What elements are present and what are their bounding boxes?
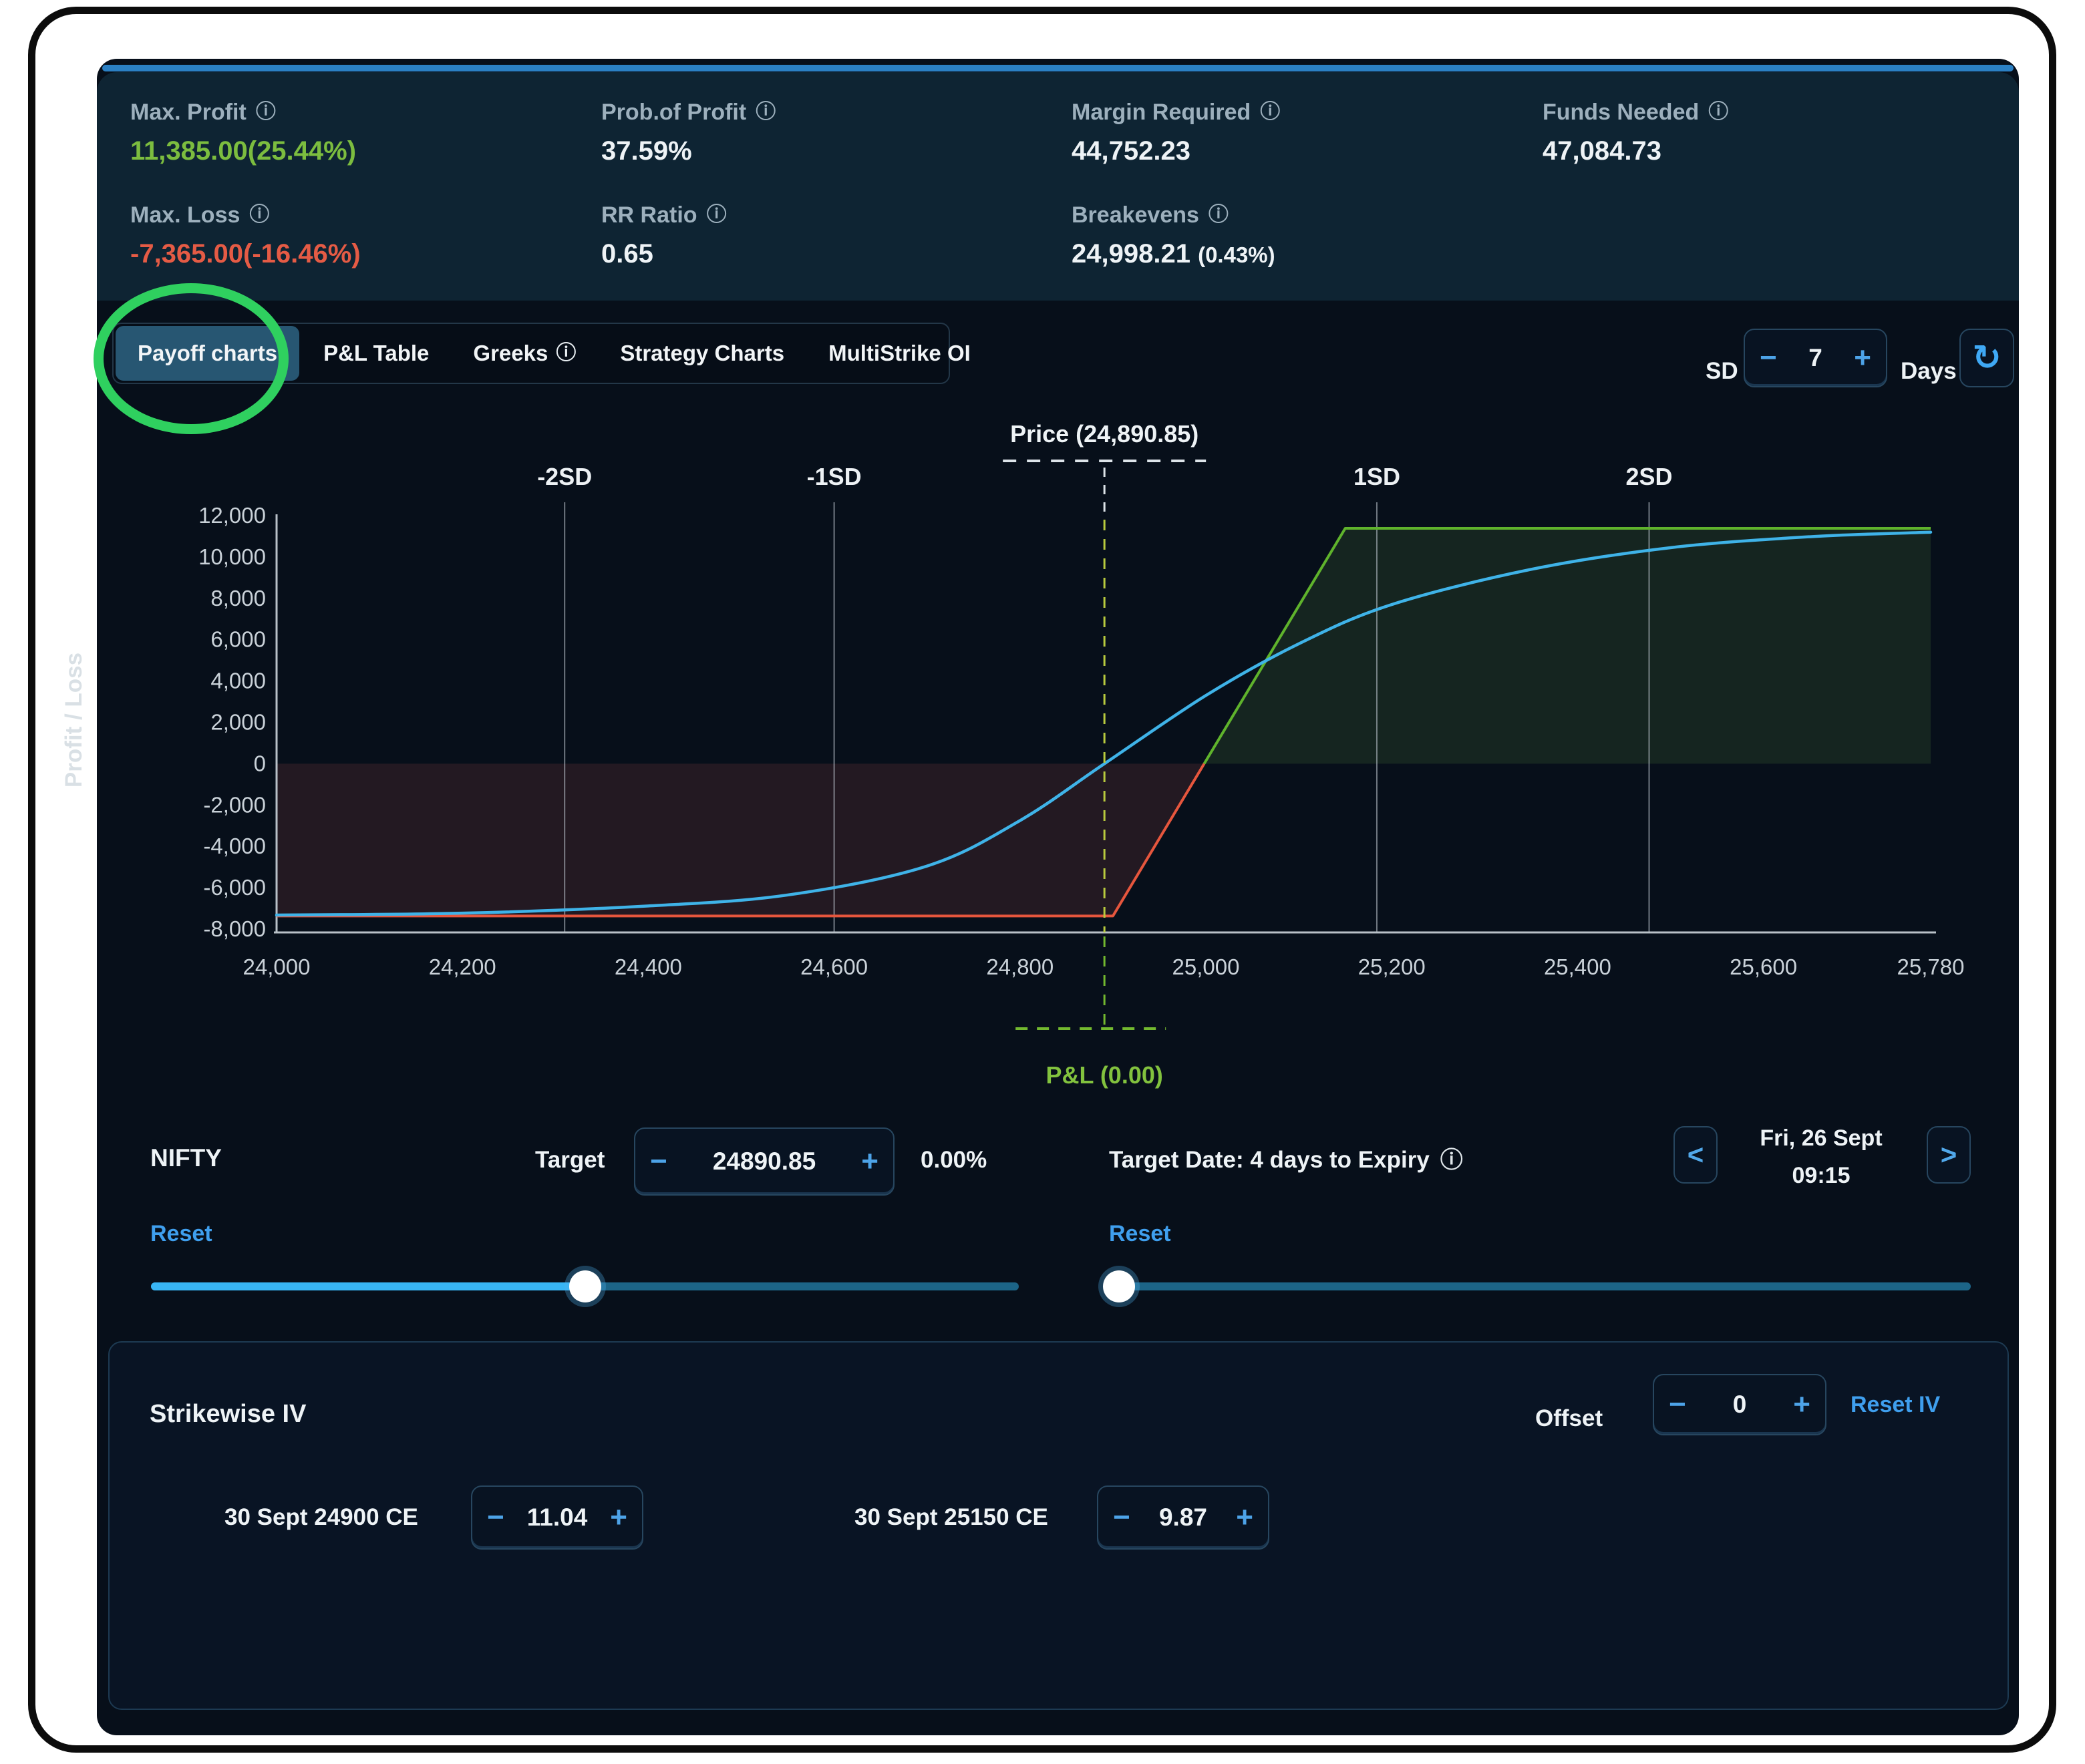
sd-plus-button[interactable]: + [1839,343,1886,373]
stat-label: Prob.of Profit [601,98,746,127]
refresh-icon: ↻ [1972,338,2001,378]
app-panel: Max. Profit ⓘ 11,385.00(25.44%) Prob.of P… [97,59,2019,1735]
target-date-label: Target Date: 4 days to Expiry [1109,1147,1430,1174]
target-value-input[interactable]: 24890.85 [713,1148,816,1176]
date-next-button[interactable]: > [1927,1126,1971,1184]
tab-pnl-table[interactable]: P&L Table [301,325,451,381]
iv-row-label: 30 Sept 24900 CE [224,1504,418,1531]
stat-prob-of-profit: Prob.of Profit ⓘ 37.59% [601,98,776,168]
stat-rr-ratio: RR Ratio ⓘ 0.65 [601,200,727,271]
sd-value[interactable]: 7 [1808,344,1822,372]
offset-minus-button[interactable]: − [1654,1390,1701,1419]
sd-minus-button[interactable]: − [1745,343,1792,373]
iv-plus-button[interactable]: + [1221,1503,1268,1532]
info-icon[interactable]: ⓘ [1708,102,1728,122]
stat-label: Funds Needed [1543,98,1699,127]
screenshot-root: Max. Profit ⓘ 11,385.00(25.44%) Prob.of P… [0,0,2085,1764]
iv-plus-button[interactable]: + [595,1503,642,1532]
iv-minus-button[interactable]: − [472,1503,519,1532]
target-date-label-row: Target Date: 4 days to Expiry ⓘ [1109,1147,1463,1174]
stat-breakevens: Breakevens ⓘ 24,998.21 (0.43%) [1072,200,1275,273]
iv-stepper-24900ce: − 11.04 + [471,1485,643,1550]
target-slider-fill [151,1282,585,1290]
stat-label: Max. Loss [130,200,240,230]
stat-label: Max. Profit [130,98,247,127]
sd-label: SD [1706,342,1738,401]
strikewise-iv-card: Strikewise IV Offset − 0 + Reset IV 30 S… [108,1341,2009,1710]
info-icon[interactable]: ⓘ [556,343,576,363]
target-slider[interactable] [151,1282,1019,1290]
stat-value: 0.65 [601,236,727,271]
offset-value[interactable]: 0 [1733,1391,1747,1419]
target-date-value: Fri, 26 Sept 09:15 [1734,1119,1909,1194]
target-date-time: 09:15 [1734,1157,1909,1194]
stat-value: 37.59% [601,134,776,168]
info-icon[interactable]: ⓘ [707,205,727,225]
y-axis-title: Profit / Loss [61,620,90,820]
stat-label: Breakevens [1072,200,1199,230]
info-icon[interactable]: ⓘ [1209,205,1229,225]
offset-stepper: − 0 + [1653,1374,1826,1435]
strikewise-title: Strikewise IV [150,1400,306,1429]
iv-minus-button[interactable]: − [1098,1503,1145,1532]
target-plus-button[interactable]: + [846,1147,893,1176]
tab-bar: Payoff charts P&L Table Greeksⓘ Strategy… [112,323,950,384]
tab-greeks[interactable]: Greeksⓘ [451,325,598,381]
info-icon[interactable]: ⓘ [249,205,269,225]
offset-plus-button[interactable]: + [1778,1390,1825,1419]
iv-value[interactable]: 11.04 [527,1504,588,1532]
stat-max-profit: Max. Profit ⓘ 11,385.00(25.44%) [130,98,356,168]
date-slider[interactable] [1110,1282,1971,1290]
stat-margin-required: Margin Required ⓘ 44,752.23 [1072,98,1280,168]
stat-value: 47,084.73 [1543,134,1728,168]
instrument-label: NIFTY [150,1144,222,1172]
chevron-left-icon: < [1688,1139,1704,1171]
iv-stepper-25150ce: − 9.87 + [1097,1485,1269,1550]
iv-row-label: 30 Sept 25150 CE [854,1504,1048,1531]
stat-funds-needed: Funds Needed ⓘ 47,084.73 [1543,98,1728,168]
target-reset-link[interactable]: Reset [150,1221,212,1247]
days-label: Days [1901,342,1957,401]
chevron-right-icon: > [1941,1139,1957,1171]
info-icon[interactable]: ⓘ [1260,102,1280,122]
stat-value: 44,752.23 [1072,134,1280,168]
info-icon[interactable]: ⓘ [1440,1150,1463,1170]
target-change-percent: 0.00% [921,1147,987,1174]
date-reset-link[interactable]: Reset [1109,1221,1171,1247]
target-stepper: − 24890.85 + [634,1127,895,1196]
info-icon[interactable]: ⓘ [756,102,776,122]
panel-top-accent [102,65,2014,71]
tab-multistrike-oi[interactable]: MultiStrike OI [806,325,993,381]
stat-value: -7,365.00(-16.46%) [130,236,361,271]
reset-iv-link[interactable]: Reset IV [1851,1392,1940,1418]
stat-value: 24,998.21 (0.43%) [1072,236,1275,273]
date-slider-thumb[interactable] [1103,1270,1135,1302]
refresh-button[interactable]: ↻ [1959,329,2014,387]
target-label: Target [535,1147,605,1174]
tab-strategy-charts[interactable]: Strategy Charts [598,325,806,381]
target-date-day: Fri, 26 Sept [1734,1119,1909,1157]
stat-label: RR Ratio [601,200,697,230]
stat-label: Margin Required [1072,98,1251,127]
sd-stepper: − 7 + [1744,329,1887,387]
stats-bar [97,72,2019,301]
date-prev-button[interactable]: < [1673,1126,1718,1184]
offset-label: Offset [1535,1389,1603,1448]
stat-value: 11,385.00(25.44%) [130,134,356,168]
tab-payoff-charts[interactable]: Payoff charts [116,326,299,381]
info-icon[interactable]: ⓘ [256,102,276,122]
stat-max-loss: Max. Loss ⓘ -7,365.00(-16.46%) [130,200,361,271]
iv-value[interactable]: 9.87 [1159,1504,1207,1532]
target-slider-thumb[interactable] [569,1270,601,1302]
breakeven-percent: (0.43%) [1198,242,1275,267]
target-minus-button[interactable]: − [635,1147,682,1176]
